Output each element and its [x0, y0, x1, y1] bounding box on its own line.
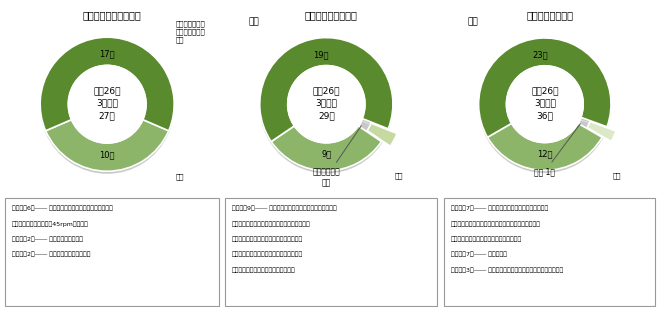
Text: その他（3）―― 遠藤科学、クリエイティブヨーコ、フレスコ: その他（3）―― 遠藤科学、クリエイティブヨーコ、フレスコ [451, 267, 563, 273]
Wedge shape [358, 121, 388, 144]
Text: 10名: 10名 [100, 150, 115, 159]
Text: 精研、東洋計器、島津工業、: 精研、東洋計器、島津工業、 [232, 237, 303, 242]
Title: 『機能機械学課程』: 『機能機械学課程』 [305, 10, 358, 20]
Wedge shape [260, 38, 393, 142]
Text: 12名: 12名 [537, 149, 552, 158]
Text: ノリタケ、エンジニアリング: ノリタケ、エンジニアリング [451, 237, 522, 242]
Text: 9名: 9名 [321, 150, 331, 159]
Text: ミマキエンジニアリング: ミマキエンジニアリング [232, 267, 296, 273]
FancyBboxPatch shape [5, 198, 219, 306]
Text: その他（2）―― アスティ、アイ・キュー: その他（2）―― アスティ、アイ・キュー [12, 252, 90, 258]
Text: 就職: 就職 [394, 173, 403, 179]
Text: 就職: 就職 [612, 172, 621, 179]
Wedge shape [40, 37, 174, 131]
Text: 平成26年
3月卒業
27名: 平成26年 3月卒業 27名 [94, 86, 121, 120]
Text: シナノケンシ、新日化カーボン、: シナノケンシ、新日化カーボン、 [232, 221, 310, 227]
FancyBboxPatch shape [225, 198, 438, 306]
Text: 17名: 17名 [100, 50, 115, 59]
Wedge shape [578, 120, 607, 140]
Title: 『先進繊維工学課程』: 『先進繊維工学課程』 [82, 10, 142, 20]
Wedge shape [488, 126, 602, 173]
FancyBboxPatch shape [444, 198, 655, 306]
Text: 信州大学大学院
理工学系研究科
進学: 信州大学大学院 理工学系研究科 進学 [176, 20, 205, 43]
Wedge shape [271, 126, 381, 171]
Wedge shape [260, 40, 393, 144]
Title: 『感性工学課程』: 『感性工学課程』 [526, 11, 574, 21]
Circle shape [288, 65, 365, 143]
Text: 日精エー・エス・ビー機械、: 日精エー・エス・ビー機械、 [232, 252, 303, 258]
Wedge shape [271, 129, 381, 174]
Text: 平成26年
3月卒業
29名: 平成26年 3月卒業 29名 [313, 86, 340, 120]
Wedge shape [46, 122, 169, 174]
Text: 就職: 就職 [176, 173, 184, 180]
Text: 情報系（2）―― アイオス、クォーマ: 情報系（2）―― アイオス、クォーマ [12, 237, 83, 242]
Wedge shape [587, 122, 616, 141]
Text: 23名: 23名 [533, 50, 548, 59]
Text: 就職: 就職 [249, 17, 260, 26]
Wedge shape [367, 123, 397, 146]
Wedge shape [488, 123, 602, 170]
Wedge shape [46, 120, 169, 171]
Text: 就職: 就職 [468, 17, 478, 26]
Wedge shape [40, 40, 174, 133]
Text: 未定 1名: 未定 1名 [535, 124, 580, 176]
Wedge shape [478, 38, 611, 137]
Text: ノリタケ、45rpmスタジオ: ノリタケ、45rpmスタジオ [12, 221, 89, 227]
Text: 製造系（9）―― アート金属工業、オーテックジャパン、: 製造系（9）―― アート金属工業、オーテックジャパン、 [232, 206, 337, 211]
Text: 19名: 19名 [314, 50, 329, 59]
Text: 平成26年
3月卒業
36名: 平成26年 3月卒業 36名 [531, 86, 558, 120]
Text: 製造系（7）―― エイコー測器、片倉工業、トンボ、: 製造系（7）―― エイコー測器、片倉工業、トンボ、 [451, 206, 548, 211]
Text: 製造系（6）―― 三菱、シマノ、東亜防織、日本毛織、: 製造系（6）―― 三菱、シマノ、東亜防織、日本毛織、 [12, 206, 113, 211]
Wedge shape [478, 41, 611, 140]
Text: 他大学大学院
進学: 他大学大学院 進学 [312, 126, 361, 187]
Text: 情報系（7）―― アクサンス: 情報系（7）―― アクサンス [451, 252, 507, 258]
Text: 新潟造船、日精エー・エス・ビー機械、: 新潟造船、日精エー・エス・ビー機械、 [451, 221, 541, 227]
Circle shape [506, 66, 583, 143]
Circle shape [68, 65, 146, 143]
